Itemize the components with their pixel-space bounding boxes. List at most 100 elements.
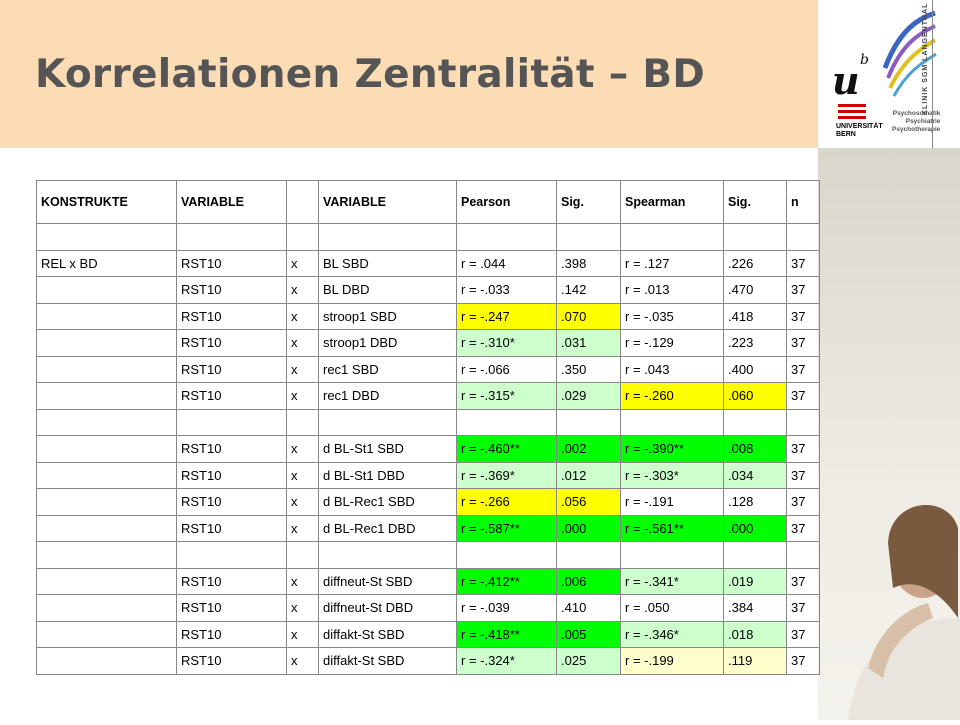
header-cell: n: [786, 180, 820, 224]
table-cell: .400: [723, 355, 787, 383]
table-cell: .008: [723, 435, 787, 463]
table-cell: [286, 223, 319, 251]
header-cell: Pearson: [456, 180, 557, 224]
table-cell: r = -.303*: [620, 461, 724, 489]
table-cell: r = .044: [456, 249, 557, 277]
table-cell: [36, 435, 177, 463]
table-cell: [176, 408, 287, 436]
table-cell: .006: [556, 567, 621, 595]
table-cell: [36, 302, 177, 330]
table-cell: r = -.460**: [456, 435, 557, 463]
table-cell: RST10: [176, 594, 287, 622]
table-cell: r = -.341*: [620, 567, 724, 595]
table-cell: [36, 514, 177, 542]
table-cell: 37: [786, 249, 820, 277]
table-cell: r = -.039: [456, 594, 557, 622]
table-cell: [36, 408, 177, 436]
table-cell: [36, 488, 177, 516]
table-cell: .418: [723, 302, 787, 330]
table-cell: .025: [556, 647, 621, 675]
table-cell: x: [286, 514, 319, 542]
table-cell: [723, 223, 787, 251]
header-cell: KONSTRUKTE: [36, 180, 177, 224]
table-cell: RST10: [176, 382, 287, 410]
table-cell: [456, 408, 557, 436]
table-cell: 37: [786, 647, 820, 675]
table-cell: x: [286, 435, 319, 463]
table-cell: RST10: [176, 435, 287, 463]
table-cell: 37: [786, 329, 820, 357]
table-cell: x: [286, 567, 319, 595]
logo-red-bar: [838, 104, 866, 107]
table-cell: [318, 223, 457, 251]
table-cell: 37: [786, 620, 820, 648]
table-row: REL x BD RST10 x BL SBD r = .044.398 r = .127…: [36, 249, 820, 277]
table-cell: r = -.324*: [456, 647, 557, 675]
table-cell: BL SBD: [318, 249, 457, 277]
table-cell: 37: [786, 276, 820, 304]
table-cell: RST10: [176, 461, 287, 489]
logo-u-mark: u: [832, 58, 860, 103]
table-cell: [36, 276, 177, 304]
table-cell: r = -.412**: [456, 567, 557, 595]
table-cell: .018: [723, 620, 787, 648]
table-cell: .012: [556, 461, 621, 489]
table-cell: .119: [723, 647, 787, 675]
table-cell: x: [286, 488, 319, 516]
table-cell: 37: [786, 355, 820, 383]
table-body: KONSTRUKTE VARIABLE VARIABLE Pearson Sig…: [36, 180, 820, 675]
table-cell: [556, 223, 621, 251]
table-cell: d BL-Rec1 SBD: [318, 488, 457, 516]
table-cell: x: [286, 249, 319, 277]
table-cell: 37: [786, 514, 820, 542]
table-cell: [556, 541, 621, 569]
table-cell: RST10: [176, 567, 287, 595]
table-row: RST10 x stroop1 SBD r = -.247.070 r = -.035.…: [36, 302, 820, 330]
table-cell: 37: [786, 488, 820, 516]
table-cell: r = -.587**: [456, 514, 557, 542]
table-cell: [456, 223, 557, 251]
table-cell: [556, 408, 621, 436]
table-cell: RST10: [176, 514, 287, 542]
table-cell: .070: [556, 302, 621, 330]
table-cell: x: [286, 382, 319, 410]
clinic-name: KLINIK SGM LANGENTHAL: [922, 2, 929, 115]
table-cell: RST10: [176, 302, 287, 330]
table-row: [36, 408, 820, 436]
table-cell: r = -.266: [456, 488, 557, 516]
table-cell: r = -.191: [620, 488, 724, 516]
table-cell: .142: [556, 276, 621, 304]
table-cell: diffakt-St SBD: [318, 647, 457, 675]
table-header-row: KONSTRUKTE VARIABLE VARIABLE Pearson Sig…: [36, 180, 820, 224]
header-cell: VARIABLE: [318, 180, 457, 224]
woman-photo-illustration: [848, 505, 960, 720]
header-cell: Sig.: [556, 180, 621, 224]
table-cell: [318, 541, 457, 569]
table-cell: r = .013: [620, 276, 724, 304]
table-cell: .410: [556, 594, 621, 622]
table-row: RST10 x diffneut-St DBD r = -.039.410 r = .0…: [36, 594, 820, 622]
table-cell: .470: [723, 276, 787, 304]
table-cell: r = -.310*: [456, 329, 557, 357]
table-cell: r = -.561**: [620, 514, 724, 542]
table-cell: diffakt-St SBD: [318, 620, 457, 648]
table-cell: .128: [723, 488, 787, 516]
table-row: RST10 x rec1 DBD r = -.315* .029 r = -.260.06…: [36, 382, 820, 410]
table-cell: x: [286, 355, 319, 383]
table-cell: REL x BD: [36, 249, 177, 277]
table-cell: rec1 DBD: [318, 382, 457, 410]
table-row: RST10 x diffakt-St SBD r = -.418** .005 r = -…: [36, 620, 820, 648]
table-cell: .223: [723, 329, 787, 357]
table-cell: 37: [786, 435, 820, 463]
table-cell: r = -.418**: [456, 620, 557, 648]
table-row: RST10 x d BL-St1 DBD r = -.369* .012 r = -.30…: [36, 461, 820, 489]
table-cell: rec1 SBD: [318, 355, 457, 383]
table-cell: [36, 541, 177, 569]
table-cell: r = .043: [620, 355, 724, 383]
title-banner: Korrelationen Zentralität – BD: [0, 0, 818, 148]
table-cell: x: [286, 620, 319, 648]
table-cell: .000: [556, 514, 621, 542]
table-cell: r = -.390**: [620, 435, 724, 463]
table-cell: RST10: [176, 620, 287, 648]
table-cell: x: [286, 276, 319, 304]
